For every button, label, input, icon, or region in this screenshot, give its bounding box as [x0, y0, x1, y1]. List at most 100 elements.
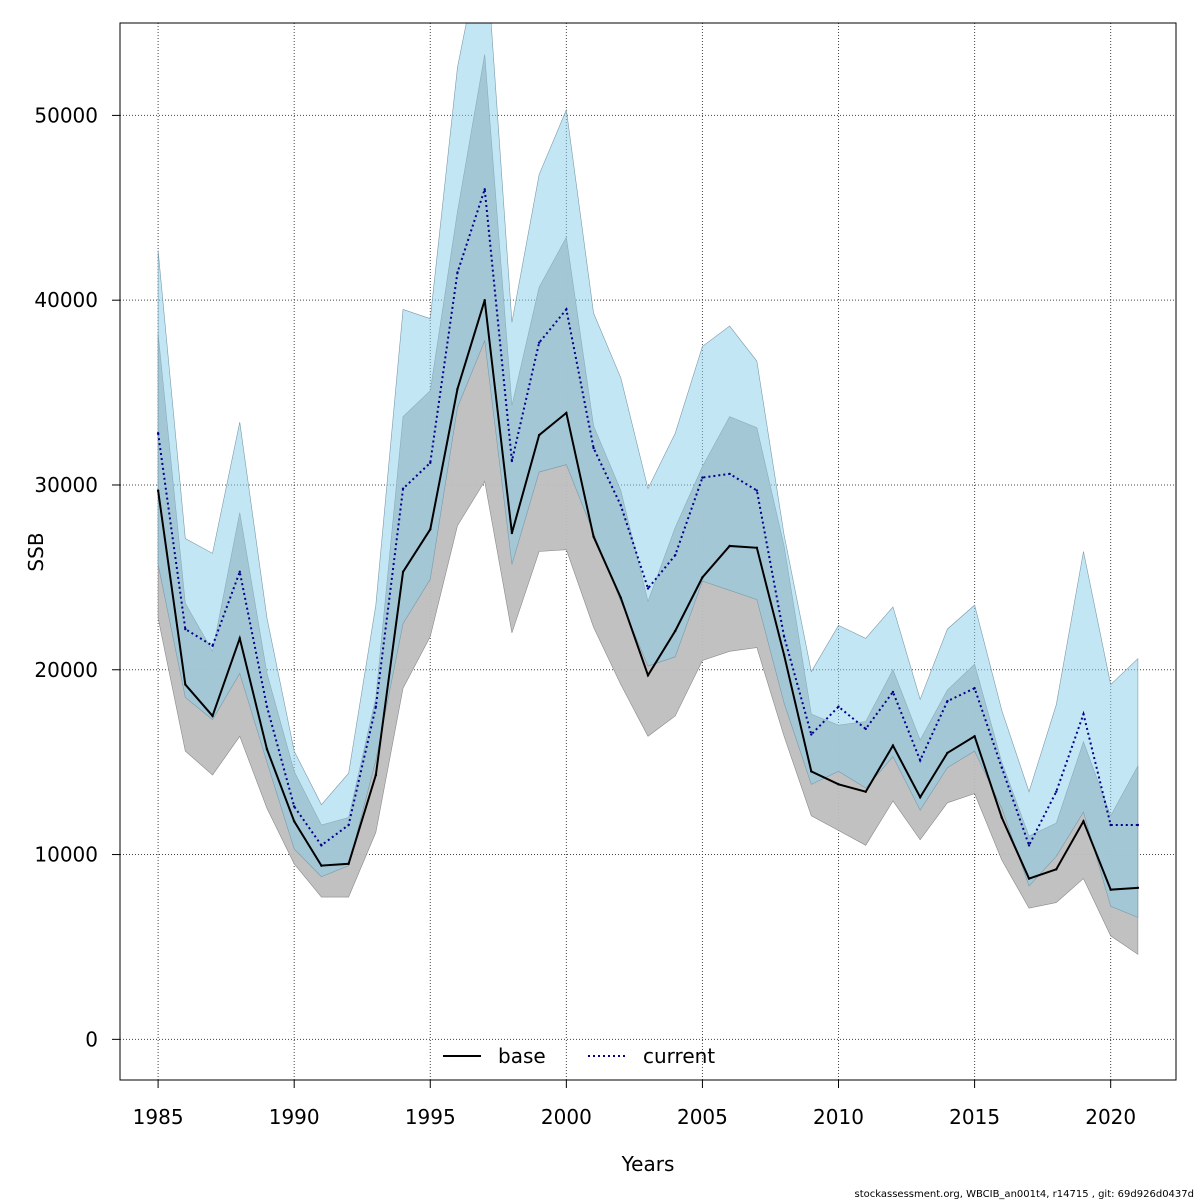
- current-point: [755, 489, 759, 492]
- y-axis-title: SSB: [24, 532, 48, 571]
- current-point: [401, 487, 405, 490]
- current-point: [347, 823, 350, 827]
- current-point: [374, 705, 378, 708]
- current-point: [674, 553, 677, 557]
- y-tick-label: 50000: [34, 103, 98, 127]
- footer-credit: stockassessment.org, WBCIB_an001t4, r147…: [855, 1189, 1195, 1200]
- base-point: [483, 298, 486, 302]
- current-point: [810, 733, 813, 736]
- y-axis: 0 10000 20000 30000 40000 50000: [34, 103, 120, 1051]
- legend-base-label: base: [498, 1044, 546, 1068]
- base-point: [211, 714, 214, 718]
- x-tick-label: 1995: [405, 1105, 456, 1129]
- current-point: [728, 472, 731, 476]
- legend-current-label: current: [643, 1044, 715, 1068]
- base-point: [728, 544, 731, 548]
- current-point: [429, 461, 432, 465]
- base-point: [891, 744, 895, 747]
- current-point: [320, 844, 323, 847]
- current-point: [483, 188, 486, 191]
- current-point: [238, 570, 241, 574]
- base-point: [1000, 816, 1004, 819]
- x-tick-label: 2010: [813, 1105, 864, 1129]
- base-point: [646, 674, 650, 677]
- base-point: [1027, 877, 1031, 880]
- current-point: [184, 627, 187, 631]
- base-point: [946, 751, 949, 755]
- current-point: [292, 805, 296, 808]
- base-point: [320, 864, 323, 867]
- x-tick-label: 2000: [541, 1105, 592, 1129]
- base-point: [456, 387, 459, 391]
- x-axis: 1985 1990 1995 2000 2005 2010 2015 2020: [133, 1079, 1136, 1129]
- base-point: [374, 773, 378, 777]
- base-point: [1109, 888, 1112, 891]
- base-point: [429, 528, 432, 531]
- current-point: [782, 635, 786, 638]
- x-tick-label: 1985: [133, 1105, 184, 1129]
- current-point: [891, 690, 895, 694]
- base-point: [156, 489, 160, 492]
- base-point: [537, 433, 541, 437]
- current-point: [1082, 712, 1085, 716]
- base-point: [565, 411, 568, 415]
- base-point: [510, 531, 514, 535]
- legend: base current: [443, 1044, 715, 1068]
- base-point: [592, 535, 595, 538]
- current-point: [946, 699, 949, 703]
- base-point: [184, 683, 187, 686]
- base-point: [238, 637, 241, 640]
- base-point: [265, 748, 269, 751]
- x-tick-label: 2005: [677, 1105, 728, 1129]
- current-point: [1027, 844, 1031, 847]
- y-tick-label: 0: [85, 1027, 98, 1051]
- current-point: [864, 727, 867, 731]
- current-point: [156, 432, 160, 435]
- current-point: [456, 271, 459, 274]
- current-point: [1055, 790, 1058, 793]
- current-point: [646, 587, 650, 590]
- base-point: [973, 735, 976, 738]
- current-point: [510, 459, 514, 463]
- base-point: [1136, 886, 1140, 890]
- y-tick-label: 30000: [34, 473, 98, 497]
- current-point: [565, 308, 568, 311]
- base-point: [619, 596, 622, 599]
- current-point: [701, 476, 704, 479]
- base-point: [837, 783, 840, 786]
- current-point: [211, 644, 214, 647]
- x-tick-label: 1990: [269, 1105, 320, 1129]
- base-point: [864, 790, 867, 793]
- x-axis-title: Years: [621, 1152, 675, 1176]
- base-point: [292, 820, 296, 823]
- y-tick-label: 20000: [34, 658, 98, 682]
- x-tick-label: 2020: [1085, 1105, 1136, 1129]
- base-point: [674, 629, 677, 633]
- current-point: [592, 446, 595, 450]
- current-point: [1109, 823, 1112, 827]
- base-point: [401, 570, 405, 574]
- current-confidence-band: [157, 23, 1139, 918]
- current-point: [837, 705, 840, 708]
- base-point: [755, 546, 759, 550]
- current-point: [1000, 766, 1004, 769]
- current-point: [918, 759, 922, 762]
- confidence-bands: [157, 23, 1139, 955]
- y-tick-label: 10000: [34, 843, 98, 867]
- base-point: [810, 770, 813, 773]
- current-point: [619, 504, 622, 507]
- current-point: [1136, 823, 1140, 827]
- base-point: [918, 796, 922, 799]
- x-tick-label: 2015: [949, 1105, 1000, 1129]
- base-point: [347, 862, 350, 865]
- series-lines: [156, 188, 1140, 891]
- base-point: [701, 576, 704, 579]
- current-point: [265, 705, 269, 708]
- base-point: [1082, 820, 1085, 823]
- base-point: [782, 653, 786, 657]
- base-point: [1055, 868, 1058, 871]
- current-point: [973, 687, 976, 690]
- y-tick-label: 40000: [34, 288, 98, 312]
- current-point: [537, 341, 541, 344]
